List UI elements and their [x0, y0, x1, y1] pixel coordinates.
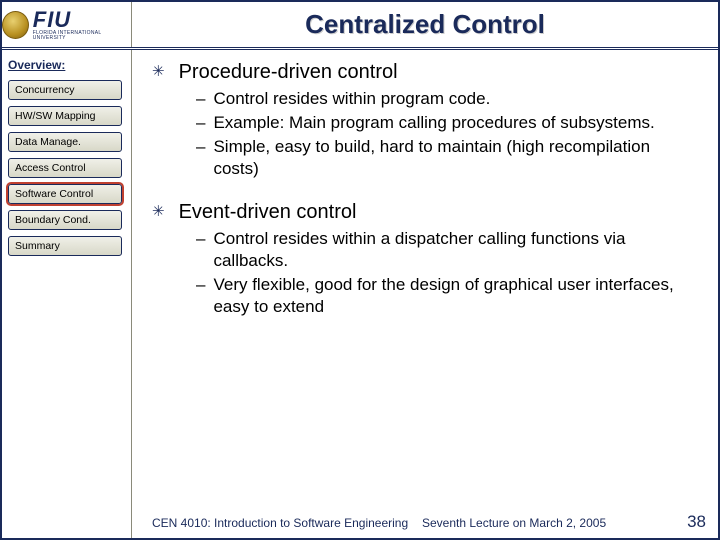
sub-item-text: Very flexible, good for the design of gr…: [213, 274, 698, 318]
page-number: 38: [687, 512, 706, 532]
sub-list: –Control resides within a dispatcher cal…: [196, 228, 698, 318]
sub-item-text: Control resides within program code.: [213, 88, 490, 110]
bullet-main: ✳ Procedure-driven control: [152, 60, 698, 84]
sub-item: –Very flexible, good for the design of g…: [196, 274, 698, 318]
sidebar-item-boundary-cond[interactable]: Boundary Cond.: [8, 210, 122, 230]
header: FIU FLORIDA INTERNATIONAL UNIVERSITY Cen…: [2, 2, 718, 50]
sidebar-item-access-control[interactable]: Access Control: [8, 158, 122, 178]
sidebar-item-software-control[interactable]: Software Control: [8, 184, 122, 204]
sidebar: Overview: Concurrency HW/SW Mapping Data M…: [2, 50, 132, 538]
bullet-main: ✳ Event-driven control: [152, 200, 698, 224]
body: Overview: Concurrency HW/SW Mapping Data M…: [2, 50, 718, 538]
sub-item-text: Simple, easy to build, hard to maintain …: [213, 136, 698, 180]
page-title: Centralized Control: [132, 9, 718, 40]
sidebar-item-concurrency[interactable]: Concurrency: [8, 80, 122, 100]
footer-course: CEN 4010: Introduction to Software Engin…: [152, 516, 422, 530]
sidebar-nav: Concurrency HW/SW Mapping Data Manage. Acce…: [8, 80, 125, 256]
sub-item-text: Example: Main program calling procedures…: [213, 112, 654, 134]
logo-subtitle: FLORIDA INTERNATIONAL UNIVERSITY: [33, 31, 131, 41]
content: ✳Procedure-driven control–Control reside…: [132, 50, 718, 538]
dash-icon: –: [196, 88, 205, 110]
dash-icon: –: [196, 112, 205, 134]
sidebar-item-summary[interactable]: Summary: [8, 236, 122, 256]
sidebar-item-data-manage[interactable]: Data Manage.: [8, 132, 122, 152]
sub-item: –Example: Main program calling procedure…: [196, 112, 698, 134]
bullet-text: Event-driven control: [179, 200, 357, 224]
dash-icon: –: [196, 228, 205, 272]
sub-item: –Control resides within a dispatcher cal…: [196, 228, 698, 272]
sub-list: –Control resides within program code.–Ex…: [196, 88, 698, 180]
university-seal-icon: [2, 11, 29, 39]
dash-icon: –: [196, 136, 205, 180]
sidebar-item-hw-sw-mapping[interactable]: HW/SW Mapping: [8, 106, 122, 126]
logo-text: FIU FLORIDA INTERNATIONAL UNIVERSITY: [33, 9, 131, 41]
sidebar-heading: Overview:: [8, 58, 125, 72]
sub-item: –Simple, easy to build, hard to maintain…: [196, 136, 698, 180]
footer-lecture: Seventh Lecture on March 2, 2005: [422, 516, 687, 530]
sub-item: –Control resides within program code.: [196, 88, 698, 110]
logo-acronym: FIU: [33, 9, 131, 31]
asterisk-icon: ✳: [152, 60, 165, 84]
bullet-text: Procedure-driven control: [179, 60, 398, 84]
slide: FIU FLORIDA INTERNATIONAL UNIVERSITY Cen…: [0, 0, 720, 540]
logo: FIU FLORIDA INTERNATIONAL UNIVERSITY: [2, 2, 132, 47]
footer: CEN 4010: Introduction to Software Engin…: [2, 512, 718, 532]
asterisk-icon: ✳: [152, 200, 165, 224]
sub-item-text: Control resides within a dispatcher call…: [213, 228, 698, 272]
dash-icon: –: [196, 274, 205, 318]
